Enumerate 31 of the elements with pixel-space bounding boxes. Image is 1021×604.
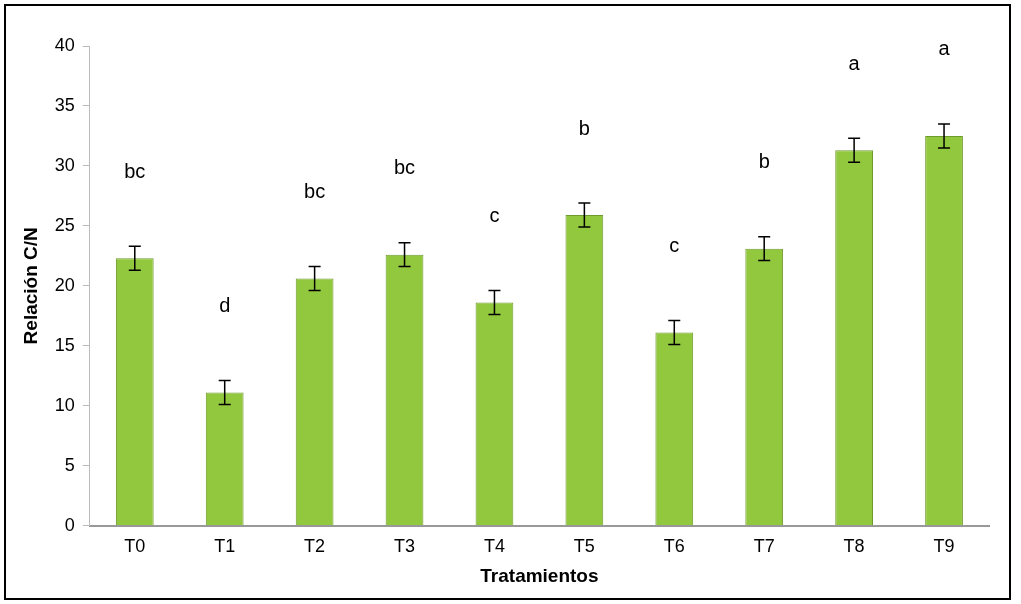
annotation: a xyxy=(938,37,951,60)
y-tick-label: 10 xyxy=(54,394,75,415)
y-tick-label: 30 xyxy=(54,154,75,175)
annotation: bc xyxy=(304,180,326,203)
annotation: c xyxy=(489,204,500,227)
x-tick-label: T2 xyxy=(304,536,326,557)
y-tick-label: 15 xyxy=(54,334,75,355)
x-tick-label: T7 xyxy=(753,536,775,557)
y-axis-title: Relación C/N xyxy=(19,227,41,345)
annotation: b xyxy=(578,116,590,139)
annotation: bc xyxy=(393,156,416,179)
y-tick-label: 5 xyxy=(64,454,75,475)
annotation: b xyxy=(758,150,770,173)
x-tick-label: T3 xyxy=(394,536,416,557)
x-tick-label: T5 xyxy=(573,536,595,557)
annotation: d xyxy=(219,294,231,317)
y-tick-label: 35 xyxy=(54,94,75,115)
y-tick-label: 25 xyxy=(54,214,75,235)
x-axis-title: Tratamientos xyxy=(480,564,599,586)
annotation: c xyxy=(669,234,680,257)
x-tick-label: T4 xyxy=(483,536,505,557)
annotation: a xyxy=(848,51,861,74)
x-tick-label: T9 xyxy=(933,536,955,557)
x-tick-label: T8 xyxy=(843,536,865,557)
x-tick-label: T0 xyxy=(124,536,146,557)
y-tick-label: 0 xyxy=(64,514,75,535)
y-tick-label: 20 xyxy=(54,274,75,295)
y-tick-label: 40 xyxy=(54,34,75,55)
x-tick-label: T6 xyxy=(663,536,685,557)
x-tick-label: T1 xyxy=(214,536,236,557)
annotation: bc xyxy=(124,159,146,182)
